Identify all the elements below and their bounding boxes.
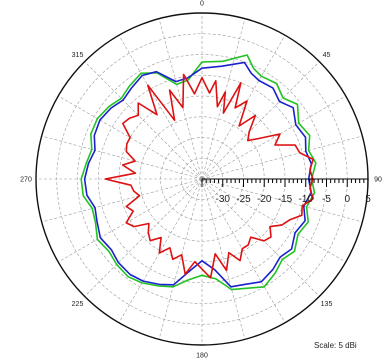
- angle-label: 315: [72, 52, 84, 59]
- radial-tick-label: 0: [344, 194, 350, 205]
- radial-tick-label: -25: [236, 194, 251, 205]
- grid-spoke: [84, 178, 203, 297]
- grid-spoke: [41, 135, 203, 180]
- grid-spoke: [201, 178, 320, 297]
- series-green-trace: [80, 54, 317, 291]
- grid-spoke: [201, 178, 346, 263]
- grid-spoke: [201, 18, 246, 180]
- angle-label: 45: [323, 52, 331, 59]
- radial-tick-label: -5: [322, 194, 331, 205]
- grid-spoke: [201, 178, 363, 223]
- grid-spoke: [201, 178, 246, 340]
- radial-tick-label: -10: [299, 194, 314, 205]
- pattern-series: [80, 54, 317, 291]
- grid-spoke: [201, 61, 320, 180]
- angle-label: 135: [321, 301, 333, 308]
- grid-spoke: [118, 35, 203, 180]
- grid-spoke: [118, 178, 203, 323]
- radial-axis: -30 -25 -20 -15 -10 -5 0 5: [201, 178, 371, 205]
- grid-spoke: [58, 178, 203, 263]
- grid-spoke: [201, 178, 286, 323]
- angle-label: 180: [196, 353, 208, 360]
- radial-tick-label: -30: [216, 194, 231, 205]
- radial-tick-label: -20: [257, 194, 272, 205]
- grid-spoke: [201, 35, 286, 180]
- angle-label: 90: [374, 177, 382, 184]
- grid-spoke: [201, 95, 346, 180]
- angle-label: 225: [72, 301, 84, 308]
- grid-spoke: [84, 61, 203, 180]
- scale-label: Scale: 5 dBi: [314, 341, 357, 350]
- grid-spoke: [41, 178, 203, 223]
- radial-tick-label: -15: [278, 194, 293, 205]
- grid-spoke: [158, 178, 203, 340]
- grid-spoke: [58, 95, 203, 180]
- grid-spoke: [201, 135, 363, 180]
- grid-spoke: [158, 18, 203, 180]
- series-red-trace: [104, 73, 314, 279]
- radial-tick-label: 5: [365, 194, 371, 205]
- angle-labels: 0 45 90 135 180 225 270 315: [20, 1, 382, 360]
- series-blue-trace: [83, 61, 313, 288]
- angle-label: 270: [20, 177, 32, 184]
- angle-label: 0: [200, 1, 204, 8]
